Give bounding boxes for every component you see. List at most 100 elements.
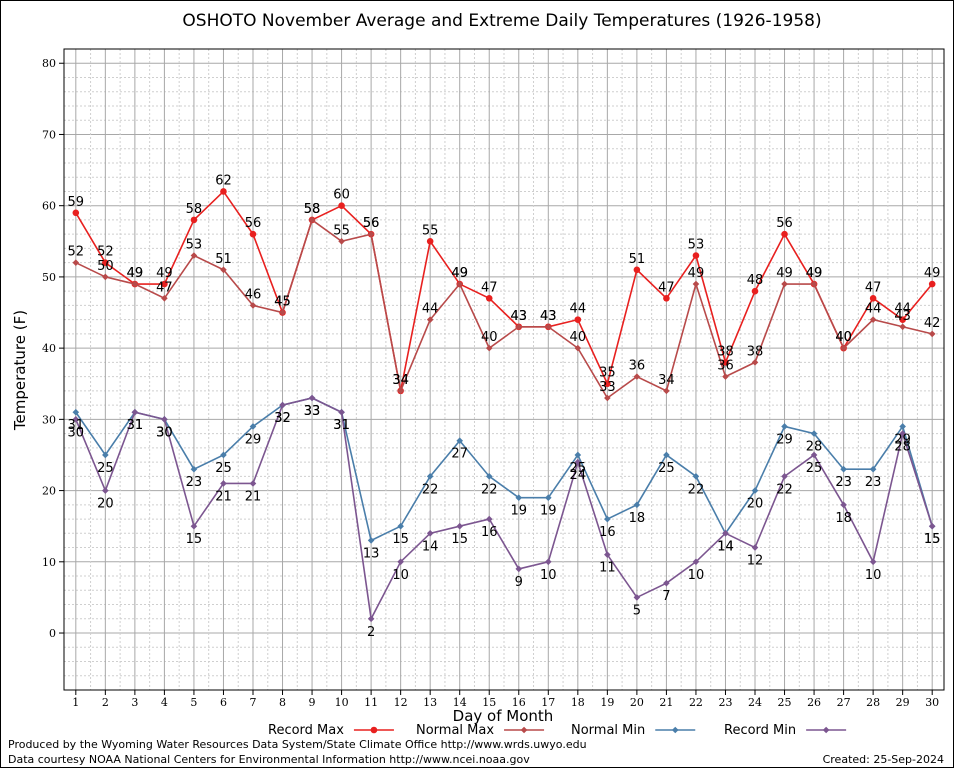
- data-label: 49: [806, 266, 823, 281]
- data-label: 42: [924, 316, 941, 331]
- data-label: 51: [215, 252, 232, 267]
- data-point: [692, 558, 700, 566]
- data-point: [574, 458, 582, 466]
- x-tick-label: 14: [453, 696, 467, 709]
- data-point: [692, 280, 700, 288]
- data-label: 32: [274, 411, 291, 426]
- data-point: [604, 551, 611, 558]
- data-label: 10: [392, 568, 409, 583]
- data-point: [308, 216, 316, 224]
- data-label: 12: [747, 554, 764, 569]
- data-label: 27: [451, 447, 468, 462]
- footer-produced-by: Produced by the Wyoming Water Resources …: [8, 738, 587, 751]
- x-tick-label: 6: [220, 696, 227, 709]
- data-point: [869, 316, 877, 323]
- data-point: [604, 380, 611, 388]
- data-point: [544, 323, 552, 331]
- x-tick-label: 30: [925, 696, 939, 709]
- data-label: 21: [245, 489, 262, 504]
- x-tick-label: 18: [571, 696, 585, 709]
- x-tick-label: 20: [630, 696, 644, 709]
- data-point: [633, 373, 641, 380]
- data-point: [485, 473, 493, 480]
- data-point: [161, 280, 168, 288]
- data-point: [663, 294, 670, 302]
- data-label: 31: [127, 418, 144, 433]
- data-label: 31: [333, 418, 350, 433]
- data-point: [544, 494, 552, 501]
- data-label: 28: [806, 440, 823, 455]
- data-label: 30: [68, 425, 85, 440]
- data-point: [397, 387, 404, 395]
- data-label: 51: [629, 252, 646, 267]
- data-point: [604, 515, 611, 523]
- data-point: [671, 726, 679, 734]
- data-point: [633, 266, 641, 274]
- data-point: [544, 558, 552, 566]
- data-label: 49: [127, 266, 144, 281]
- x-tick-label: 12: [394, 696, 408, 709]
- legend-item: Normal Max: [416, 723, 545, 738]
- data-label: 7: [662, 589, 670, 604]
- data-point: [722, 373, 729, 380]
- data-label: 55: [422, 223, 439, 238]
- y-tick-label: 20: [42, 485, 56, 498]
- data-label: 44: [570, 302, 587, 317]
- data-label: 18: [629, 511, 646, 526]
- data-point: [426, 238, 434, 245]
- data-point: [869, 558, 877, 566]
- data-point: [220, 188, 227, 195]
- data-label: 5: [633, 603, 641, 618]
- data-label: 49: [156, 266, 173, 281]
- series-line: [75, 397, 933, 542]
- x-tick-label: 7: [249, 696, 256, 709]
- data-point: [102, 259, 109, 266]
- data-label: 25: [658, 461, 675, 476]
- data-point: [367, 615, 375, 623]
- data-point: [426, 473, 434, 480]
- data-point: [515, 565, 523, 573]
- data-label: 45: [274, 295, 291, 310]
- data-label: 47: [658, 280, 675, 295]
- data-point: [485, 294, 493, 302]
- data-point: [220, 480, 227, 487]
- data-point: [520, 726, 528, 734]
- x-tick-label: 19: [600, 696, 614, 709]
- data-label: 43: [540, 309, 557, 324]
- data-point: [663, 387, 670, 395]
- data-label: 30: [156, 425, 173, 440]
- data-point: [810, 280, 818, 288]
- x-tick-label: 26: [807, 696, 821, 709]
- data-point: [102, 487, 109, 494]
- data-label: 58: [186, 202, 203, 217]
- data-label: 15: [924, 532, 941, 547]
- data-label: 62: [215, 173, 232, 188]
- data-label: 9: [515, 575, 523, 590]
- data-point: [456, 280, 464, 288]
- data-label: 35: [599, 366, 616, 381]
- data-point: [338, 238, 345, 245]
- data-label: 25: [806, 461, 823, 476]
- data-label: 49: [451, 266, 468, 281]
- x-tick-label: 27: [837, 696, 851, 709]
- data-point: [249, 480, 257, 487]
- data-label: 15: [392, 532, 409, 547]
- data-point: [928, 330, 936, 338]
- data-point: [102, 451, 109, 459]
- data-point: [485, 515, 493, 523]
- x-tick-label: 23: [718, 696, 732, 709]
- series-record-min: [72, 394, 936, 623]
- x-axis-label: Day of Month: [453, 707, 554, 725]
- data-point: [249, 302, 257, 309]
- grid: [64, 48, 944, 691]
- data-point: [751, 359, 759, 366]
- data-label: 20: [747, 497, 764, 512]
- data-point: [190, 465, 198, 473]
- data-point: [899, 316, 906, 323]
- data-label: 22: [481, 482, 498, 497]
- data-label: 47: [481, 280, 498, 295]
- data-point: [426, 530, 434, 537]
- legend-item: Record Min: [724, 723, 847, 738]
- data-point: [308, 394, 316, 402]
